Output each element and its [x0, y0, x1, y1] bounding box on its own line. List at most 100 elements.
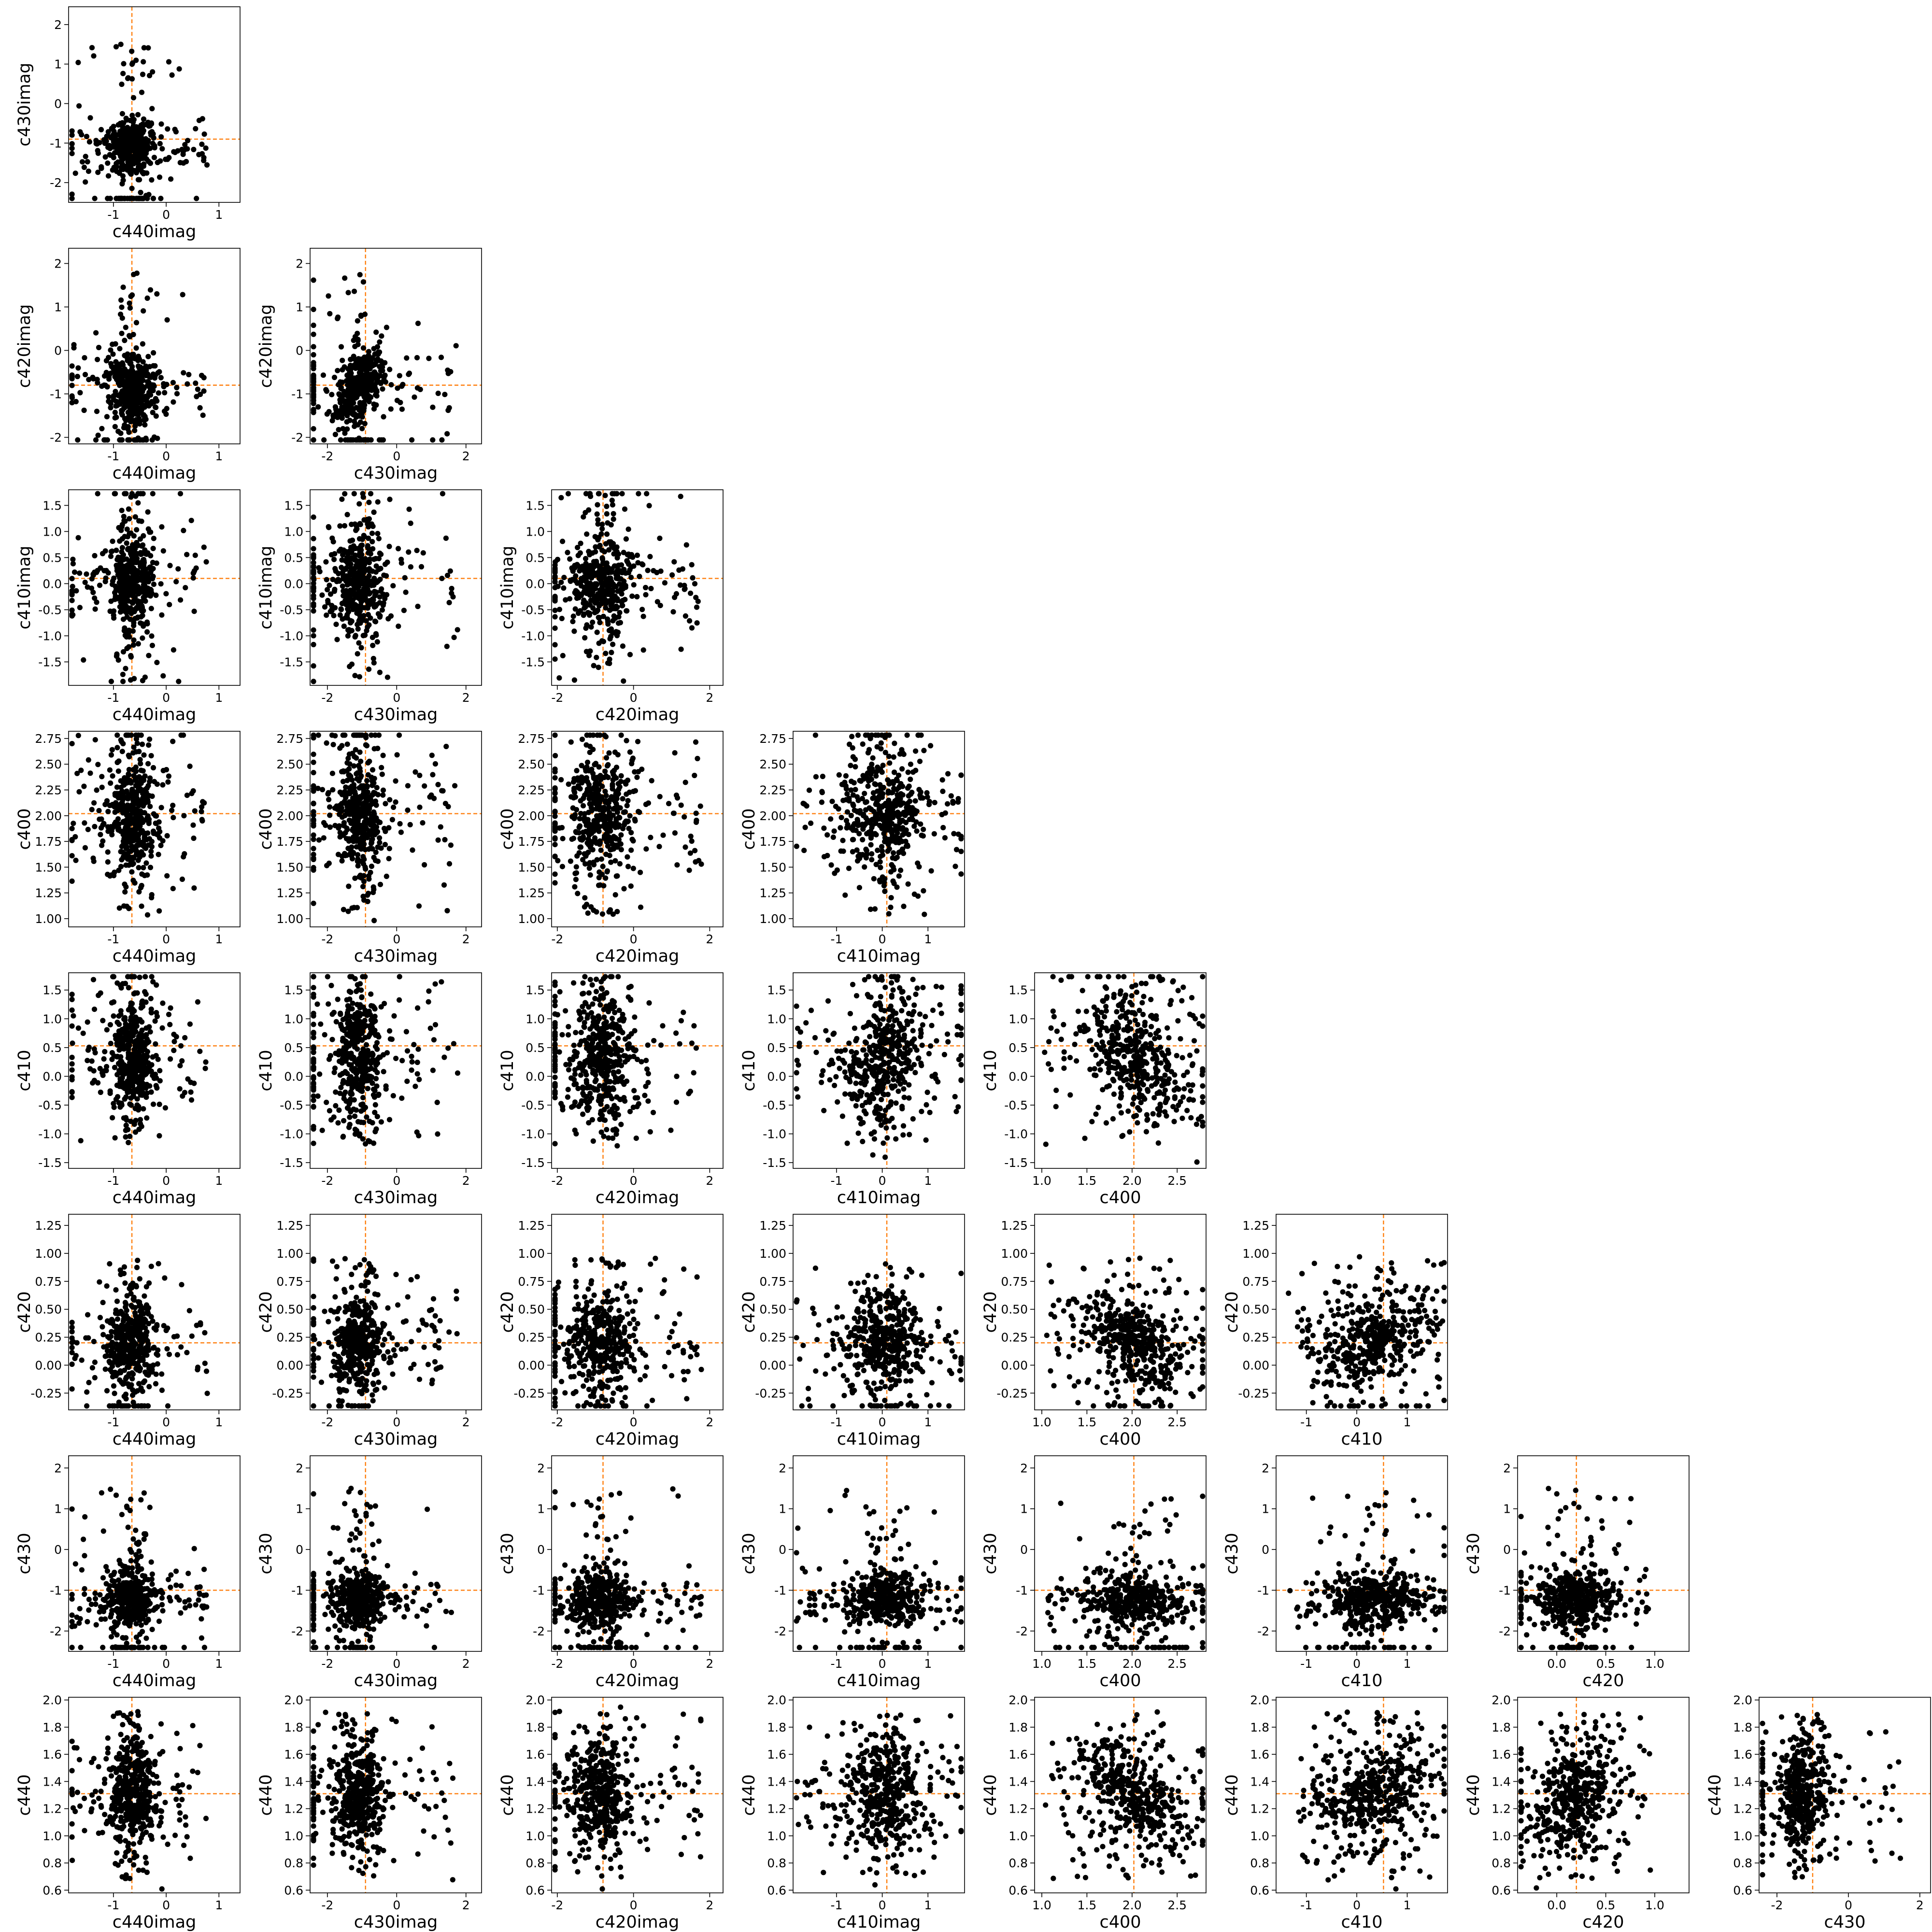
data-point	[360, 833, 366, 839]
data-point	[125, 424, 131, 430]
data-point	[370, 642, 376, 648]
data-point	[593, 549, 598, 554]
data-point	[371, 822, 377, 828]
data-point	[183, 146, 188, 152]
data-point	[374, 344, 381, 350]
data-point	[843, 786, 849, 792]
data-point	[586, 865, 592, 871]
data-point	[444, 908, 450, 914]
data-point	[352, 791, 358, 797]
data-point	[164, 382, 170, 387]
data-point	[148, 392, 154, 398]
panel-c410imag-vs-c440imag: -1 0 1-1.5-1.0-0.50.00.51.01.5c440imagc410…	[15, 489, 241, 724]
data-point	[594, 909, 599, 915]
data-point	[144, 170, 150, 176]
data-point	[439, 788, 445, 794]
data-point	[380, 753, 386, 758]
data-point	[366, 667, 372, 672]
data-point	[377, 669, 383, 675]
data-point	[682, 780, 688, 785]
x-axis-label: c420imag	[596, 705, 680, 724]
data-point	[114, 196, 119, 201]
data-point	[573, 829, 579, 835]
data-point	[821, 825, 827, 831]
data-point	[131, 773, 137, 779]
data-point	[591, 663, 597, 668]
data-point	[85, 169, 91, 174]
data-point	[348, 818, 354, 824]
data-point	[389, 817, 396, 823]
data-point	[843, 773, 849, 779]
data-point	[552, 614, 558, 620]
data-point	[151, 811, 156, 817]
data-point	[940, 788, 946, 794]
y-axis-label: c430imag	[15, 63, 34, 147]
data-point	[162, 390, 168, 396]
data-point	[117, 401, 123, 407]
data-point	[657, 603, 663, 609]
data-point	[86, 139, 92, 145]
data-point	[865, 776, 870, 781]
y-tick-label: -2	[50, 431, 62, 445]
data-point	[552, 836, 558, 842]
data-point	[311, 407, 316, 413]
data-point	[860, 826, 866, 832]
data-point	[331, 556, 337, 562]
data-point	[330, 577, 336, 582]
data-point	[682, 844, 688, 850]
data-point	[105, 160, 111, 166]
data-point	[158, 842, 164, 848]
data-point	[412, 394, 417, 400]
data-point	[376, 567, 382, 572]
data-point	[397, 373, 402, 379]
data-point	[141, 163, 146, 169]
data-point	[612, 835, 619, 841]
data-point	[945, 771, 951, 777]
data-point	[132, 810, 138, 816]
data-point	[163, 411, 169, 417]
data-point	[375, 858, 381, 864]
data-point	[175, 148, 181, 154]
data-point	[151, 536, 156, 541]
data-point	[377, 835, 383, 841]
data-point	[802, 824, 808, 830]
data-point	[145, 587, 151, 593]
data-point	[604, 511, 610, 517]
data-point	[311, 391, 316, 397]
data-point	[144, 815, 150, 821]
data-point	[315, 404, 321, 410]
data-point	[603, 599, 610, 605]
data-point	[374, 380, 380, 385]
data-point	[597, 824, 602, 830]
y-tick-label: 1.5	[284, 498, 303, 512]
data-point	[368, 491, 374, 497]
data-point	[112, 424, 118, 429]
data-point	[615, 824, 621, 830]
data-point	[370, 596, 376, 602]
data-point	[134, 141, 140, 146]
data-point	[924, 790, 930, 796]
data-point	[631, 582, 637, 588]
data-point	[135, 569, 141, 575]
data-point	[126, 862, 132, 868]
data-point	[375, 531, 381, 537]
data-point	[169, 808, 175, 813]
y-tick-label: 1.5	[43, 498, 62, 512]
x-axis-label: c440imag	[113, 222, 197, 242]
data-point	[917, 758, 923, 764]
data-point	[95, 762, 101, 767]
data-point	[191, 835, 197, 841]
data-point	[688, 590, 694, 596]
data-point	[368, 869, 373, 875]
data-point	[662, 580, 668, 586]
data-point	[151, 363, 156, 369]
data-point	[326, 796, 332, 802]
data-point	[118, 297, 124, 303]
data-point	[339, 497, 345, 502]
data-point	[311, 633, 316, 639]
data-point	[694, 604, 700, 610]
data-point	[698, 861, 704, 867]
x-tick-label: 2	[462, 932, 470, 946]
data-point	[92, 595, 98, 601]
data-point	[384, 674, 391, 680]
